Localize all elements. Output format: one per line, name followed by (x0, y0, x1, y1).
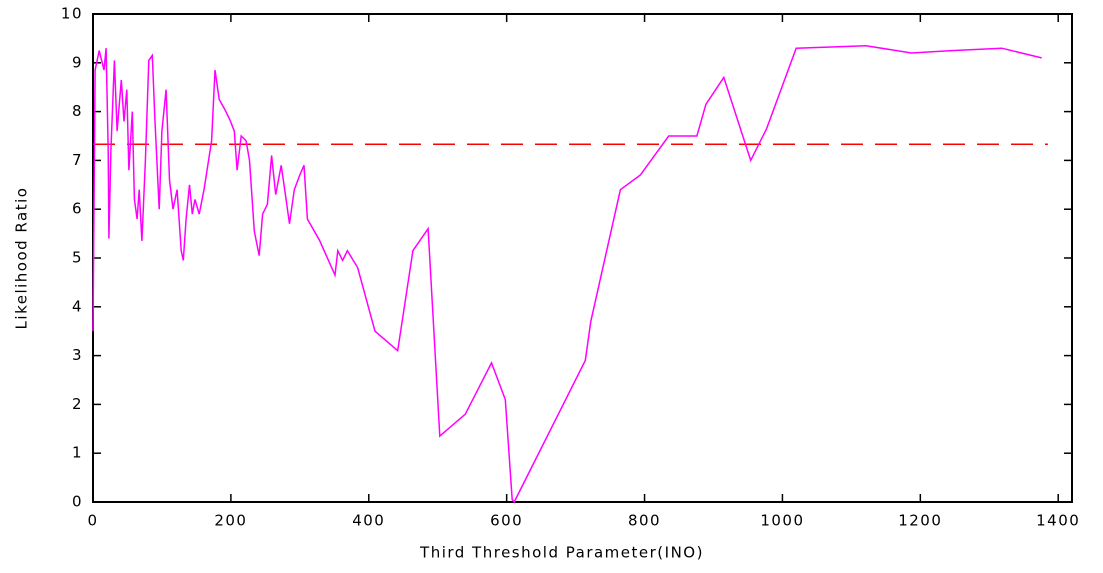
y-axis-label: Likelihood Ratio (13, 187, 31, 330)
data-line (92, 44, 1042, 504)
y-tick-label: 7 (72, 151, 83, 169)
x-tick-label: 1000 (760, 512, 804, 530)
x-tick-label: 1400 (1036, 512, 1080, 530)
plot-frame (92, 13, 1073, 503)
x-axis-label: Third Threshold Parameter(INO) (419, 544, 704, 562)
x-tick-label: 800 (628, 512, 661, 530)
y-tick-label: 6 (72, 200, 83, 218)
y-tick-label: 9 (72, 53, 83, 71)
y-tick-label: 4 (72, 297, 83, 315)
y-tick-label: 5 (72, 249, 83, 267)
x-tick-label: 600 (490, 512, 523, 530)
y-tick-label: 0 (72, 493, 83, 511)
y-tick-label: 3 (72, 346, 83, 364)
x-tick-label: 1200 (898, 512, 942, 530)
x-tick-label: 200 (214, 512, 247, 530)
x-tick-label: 400 (352, 512, 385, 530)
y-tick-label: 2 (72, 395, 83, 413)
y-tick-label: 1 (72, 444, 83, 462)
y-tick-label: 10 (61, 5, 83, 23)
y-tick-label: 8 (72, 102, 83, 120)
x-tick-label: 0 (87, 512, 98, 530)
